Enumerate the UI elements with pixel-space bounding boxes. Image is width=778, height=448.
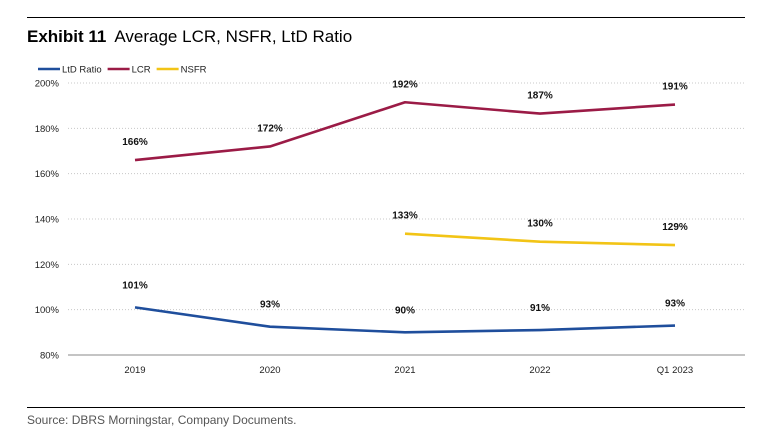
- series-line: [134, 306, 676, 334]
- y-tick-label: 180%: [35, 124, 60, 135]
- axes: 80% 100% 120% 140% 160% 180% 200% 2019 2020 2021 2…: [35, 79, 745, 376]
- top-rule: [27, 17, 745, 18]
- series-line: [404, 232, 676, 247]
- data-label: 93%: [260, 300, 280, 311]
- y-tick-label: 120%: [35, 260, 60, 271]
- data-label: 129%: [662, 222, 688, 233]
- x-tick-label: Q1 2023: [657, 365, 693, 376]
- bottom-rule: [27, 407, 745, 408]
- gridlines: [68, 82, 745, 311]
- y-tick-label: 200%: [35, 79, 60, 90]
- x-tick-label: 2020: [259, 365, 280, 376]
- series-lines: [134, 100, 676, 334]
- data-label: 93%: [665, 299, 685, 310]
- legend-label: NSFR: [181, 65, 207, 76]
- x-tick-label: 2019: [124, 365, 145, 376]
- data-label: 192%: [392, 79, 418, 90]
- data-label: 130%: [527, 219, 553, 230]
- data-label: 91%: [530, 303, 550, 314]
- series-line: [134, 100, 676, 162]
- data-label: 90%: [395, 305, 415, 316]
- legend: LtD Ratio LCR NSFR: [38, 65, 207, 76]
- data-label: 191%: [662, 82, 688, 93]
- y-tick-label: 160%: [35, 169, 60, 180]
- source-note: Source: DBRS Morningstar, Company Docume…: [27, 413, 297, 427]
- y-tick-label: 80%: [40, 351, 60, 362]
- chart-title: Average LCR, NSFR, LtD Ratio: [114, 27, 353, 46]
- legend-label: LCR: [132, 65, 151, 76]
- exhibit-number: Exhibit 11: [27, 27, 107, 46]
- legend-label: LtD Ratio: [62, 65, 102, 76]
- x-tick-label: 2021: [394, 365, 415, 376]
- data-label: 187%: [527, 91, 553, 102]
- data-label: 101%: [122, 280, 148, 291]
- data-label: 133%: [392, 211, 418, 222]
- y-tick-label: 100%: [35, 305, 60, 316]
- data-label: 166%: [122, 137, 148, 148]
- data-label: 172%: [257, 123, 283, 134]
- data-labels: 101% 93% 90% 91% 93% 166% 172% 192% 187% 191% 133%…: [122, 79, 688, 316]
- exhibit-title: Exhibit 11 Average LCR, NSFR, LtD Ratio: [27, 27, 352, 47]
- y-tick-label: 140%: [35, 215, 60, 226]
- x-tick-label: 2022: [529, 365, 550, 376]
